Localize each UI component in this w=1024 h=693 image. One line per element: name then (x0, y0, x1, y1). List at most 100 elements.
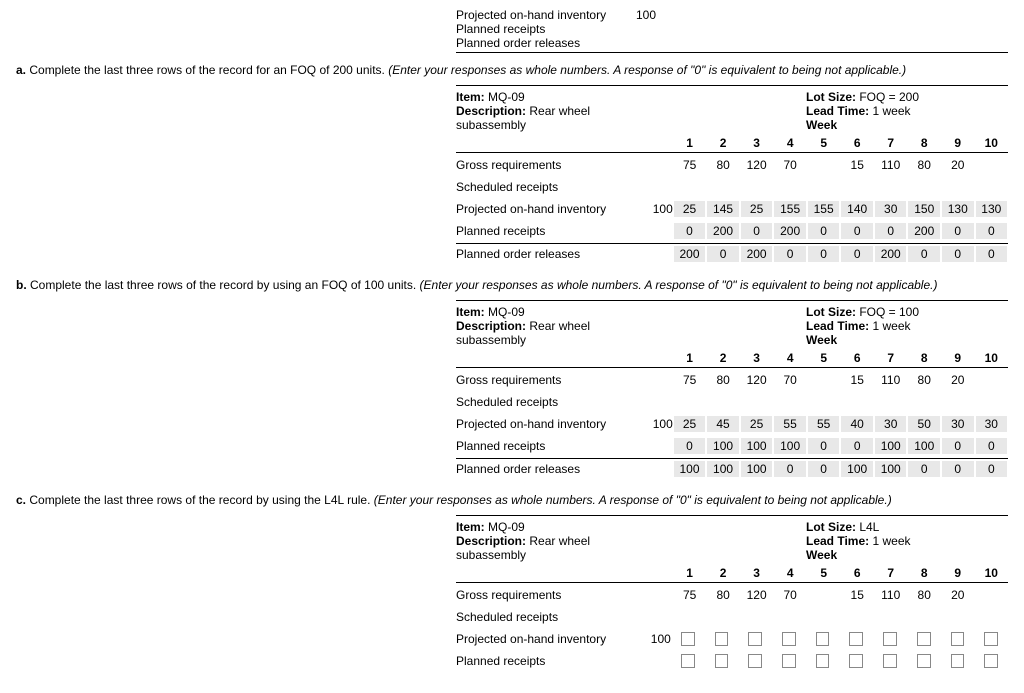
por-cell[interactable]: 200 (673, 245, 707, 263)
por-cell[interactable]: 100 (874, 460, 908, 478)
part-a-letter: a. (16, 63, 26, 77)
pr-cell[interactable]: 0 (874, 222, 908, 240)
poh-cell[interactable]: 30 (975, 415, 1009, 433)
por-cell[interactable]: 0 (907, 460, 941, 478)
por-cell[interactable]: 0 (807, 460, 841, 478)
poh-cell[interactable]: 30 (874, 415, 908, 433)
por-cell[interactable]: 200 (874, 245, 908, 263)
por-cell[interactable]: 0 (773, 245, 807, 263)
pr-cell[interactable]: 0 (807, 222, 841, 240)
poh-cell[interactable]: 25 (740, 415, 774, 433)
poh-label: Projected on-hand inventory (456, 632, 638, 646)
pr-input[interactable] (681, 654, 695, 668)
week-header-row: 1 2 3 4 5 6 7 8 9 10 (456, 351, 1008, 368)
pr-cell[interactable]: 200 (706, 222, 740, 240)
pr-input[interactable] (782, 654, 796, 668)
pr-input[interactable] (951, 654, 965, 668)
por-cell[interactable]: 100 (840, 460, 874, 478)
poh-cell[interactable]: 140 (840, 200, 874, 218)
por-cell[interactable]: 0 (706, 245, 740, 263)
poh-input[interactable] (917, 632, 931, 646)
pr-input[interactable] (715, 654, 729, 668)
gr-cell: 80 (706, 158, 740, 172)
por-label: Planned order releases (456, 462, 639, 476)
part-c-letter: c. (16, 493, 26, 507)
poh-cell[interactable]: 130 (941, 200, 975, 218)
por-cell[interactable]: 0 (840, 245, 874, 263)
poh-row: Projected on-hand inventory 100 25 145 2… (456, 199, 1008, 219)
pr-input[interactable] (917, 654, 931, 668)
poh-cell[interactable]: 40 (840, 415, 874, 433)
poh-cell[interactable]: 25 (740, 200, 774, 218)
pr-cell[interactable]: 0 (975, 437, 1009, 455)
pr-input[interactable] (816, 654, 830, 668)
pr-cell[interactable]: 100 (706, 437, 740, 455)
pr-cell[interactable]: 0 (673, 437, 707, 455)
pr-cell[interactable]: 100 (907, 437, 941, 455)
poh-cell[interactable]: 150 (907, 200, 941, 218)
poh-input[interactable] (951, 632, 965, 646)
pr-cell[interactable]: 200 (773, 222, 807, 240)
pr-cell[interactable]: 100 (874, 437, 908, 455)
poh-cell[interactable]: 45 (706, 415, 740, 433)
poh-cell[interactable]: 25 (673, 415, 707, 433)
week-label: Week (806, 118, 1008, 132)
poh-cell[interactable]: 55 (773, 415, 807, 433)
poh-cell[interactable]: 130 (975, 200, 1009, 218)
por-cell[interactable]: 200 (740, 245, 774, 263)
poh-input[interactable] (816, 632, 830, 646)
poh-cell[interactable]: 155 (807, 200, 841, 218)
pr-cell[interactable]: 0 (673, 222, 707, 240)
week-label: Week (806, 548, 1008, 562)
poh-cell[interactable]: 55 (807, 415, 841, 433)
por-cell[interactable]: 0 (975, 460, 1009, 478)
por-cell[interactable]: 0 (941, 460, 975, 478)
pr-cell[interactable]: 0 (975, 222, 1009, 240)
pr-cell[interactable]: 0 (840, 437, 874, 455)
por-cell[interactable]: 0 (773, 460, 807, 478)
por-cell[interactable]: 0 (941, 245, 975, 263)
pr-cell[interactable]: 100 (740, 437, 774, 455)
pr-cell[interactable]: 0 (840, 222, 874, 240)
poh-cell[interactable]: 25 (673, 200, 707, 218)
poh-cell[interactable]: 155 (773, 200, 807, 218)
por-cell[interactable]: 0 (907, 245, 941, 263)
poh-cell[interactable]: 145 (706, 200, 740, 218)
gr-cell: 110 (874, 588, 908, 602)
pr-input[interactable] (849, 654, 863, 668)
frag-por-label: Planned order releases (456, 36, 616, 50)
pr-label: Planned receipts (456, 224, 639, 238)
poh-input[interactable] (681, 632, 695, 646)
por-cell[interactable]: 0 (807, 245, 841, 263)
pr-input[interactable] (748, 654, 762, 668)
poh-input[interactable] (715, 632, 729, 646)
por-cell[interactable]: 0 (975, 245, 1009, 263)
por-cell[interactable]: 100 (673, 460, 707, 478)
week-col: 5 (807, 566, 841, 580)
pr-cell[interactable]: 0 (740, 222, 774, 240)
poh-input[interactable] (748, 632, 762, 646)
pr-input[interactable] (984, 654, 998, 668)
por-cell[interactable]: 100 (740, 460, 774, 478)
pr-cell[interactable]: 100 (773, 437, 807, 455)
week-col: 4 (773, 351, 807, 365)
poh-input[interactable] (782, 632, 796, 646)
poh-cell[interactable]: 30 (941, 415, 975, 433)
pr-cell[interactable]: 0 (941, 222, 975, 240)
pr-cell[interactable]: 200 (907, 222, 941, 240)
pr-input[interactable] (883, 654, 897, 668)
desc-value: Rear wheel (526, 319, 590, 333)
pr-cell[interactable]: 0 (941, 437, 975, 455)
pr-cell[interactable]: 0 (807, 437, 841, 455)
poh-cell[interactable]: 50 (907, 415, 941, 433)
poh-input[interactable] (849, 632, 863, 646)
gr-cell: 75 (673, 373, 707, 387)
por-cell[interactable]: 100 (706, 460, 740, 478)
poh-cell[interactable]: 30 (874, 200, 908, 218)
poh-input[interactable] (883, 632, 897, 646)
week-col: 6 (840, 136, 874, 150)
gross-req-row: Gross requirements 75 80 120 70 15 110 8… (456, 585, 1008, 605)
poh-input[interactable] (984, 632, 998, 646)
week-col: 8 (907, 351, 941, 365)
gr-cell: 80 (706, 373, 740, 387)
